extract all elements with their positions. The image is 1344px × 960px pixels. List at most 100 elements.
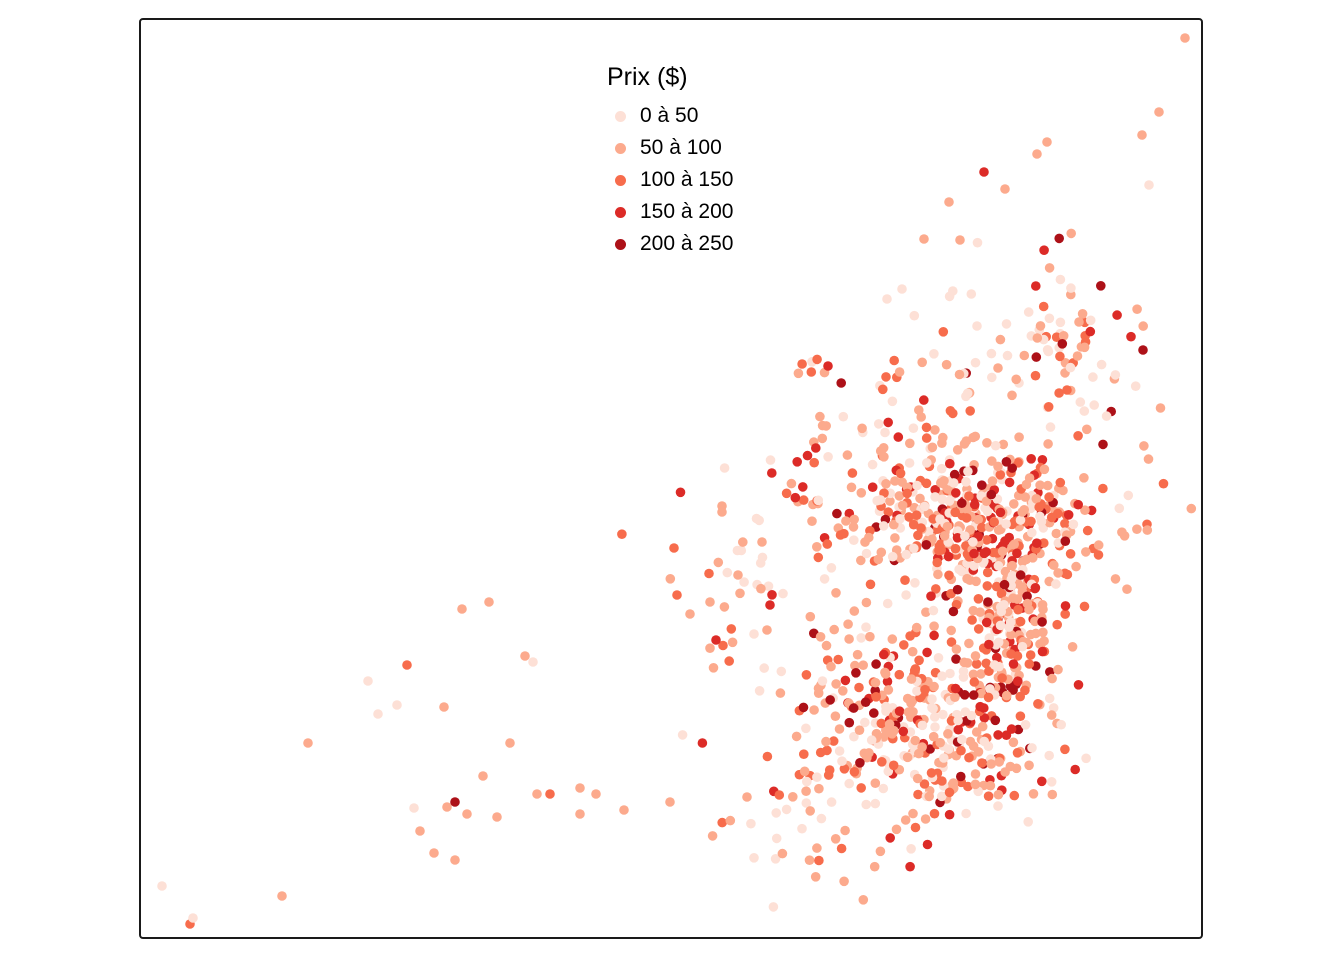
listing-point (790, 492, 801, 503)
listing-point (952, 584, 963, 595)
listing-point (869, 861, 880, 872)
listing-point (971, 659, 982, 669)
listing-point (910, 822, 921, 833)
listing-point (742, 792, 752, 802)
listing-point (912, 480, 922, 491)
listing-point (725, 815, 736, 826)
listing-point (942, 521, 953, 532)
listing-point (1025, 650, 1036, 660)
listing-point (852, 649, 863, 660)
listing-point (738, 537, 748, 547)
listing-point (1063, 510, 1074, 520)
listing-point (799, 749, 809, 759)
listing-point (1062, 569, 1073, 580)
legend-item: 150 à 200 (607, 196, 733, 228)
listing-point (726, 624, 737, 634)
listing-point (1019, 350, 1030, 361)
listing-point (937, 776, 947, 786)
listing-point (901, 549, 911, 560)
listing-point (1043, 402, 1054, 412)
listing-point (945, 458, 955, 469)
listing-point (798, 495, 809, 505)
listing-point (1048, 703, 1059, 713)
listing-point (943, 729, 953, 739)
listing-point (952, 445, 963, 455)
listing-point (1001, 519, 1011, 529)
listing-point (921, 422, 932, 433)
listing-point (885, 833, 895, 843)
listing-point (957, 498, 967, 509)
listing-point (767, 590, 777, 600)
listing-point (798, 702, 809, 713)
listing-point (993, 789, 1004, 800)
listing-point (948, 408, 958, 419)
listing-point (763, 581, 774, 591)
listing-point (939, 476, 949, 486)
listing-point (989, 660, 1000, 670)
listing-point (909, 665, 920, 676)
listing-point (1031, 281, 1041, 291)
listing-point (966, 710, 977, 721)
listing-point (941, 359, 952, 370)
listing-point (821, 421, 831, 431)
listing-point (981, 617, 992, 628)
listing-point (887, 634, 898, 644)
listing-point (1023, 817, 1033, 827)
listing-point (975, 607, 985, 617)
listing-point (995, 470, 1006, 480)
legend-item: 0 à 50 (607, 100, 733, 132)
listing-point (1004, 622, 1014, 632)
listing-point (812, 843, 822, 853)
listing-point (935, 737, 945, 748)
listing-point (1022, 598, 1033, 609)
listing-point (954, 369, 965, 380)
listing-point (1065, 362, 1076, 373)
listing-point (888, 760, 899, 771)
listing-point (995, 620, 1006, 631)
listing-point (962, 388, 973, 399)
listing-point (814, 855, 824, 866)
listing-point (797, 823, 807, 834)
listing-point (1012, 594, 1023, 604)
listing-point (952, 526, 963, 536)
listing-point (429, 848, 439, 858)
listing-point (997, 673, 1007, 683)
listing-point (735, 588, 745, 599)
listing-point (919, 395, 929, 405)
listing-point (1068, 519, 1079, 530)
listing-point (781, 488, 792, 499)
listing-point (812, 542, 822, 552)
listing-point (970, 769, 981, 779)
listing-point (982, 581, 993, 591)
listing-point (1001, 457, 1012, 467)
listing-point (749, 853, 759, 863)
listing-point (1009, 539, 1019, 550)
listing-point (746, 818, 756, 829)
listing-point (822, 539, 833, 549)
listing-point (1031, 628, 1041, 639)
listing-point (188, 913, 198, 923)
listing-point (917, 357, 927, 368)
listing-point (824, 765, 835, 775)
listing-point (995, 334, 1006, 345)
listing-point (883, 507, 894, 517)
listing-point (914, 655, 924, 666)
listing-point (897, 284, 907, 294)
listing-point (711, 635, 721, 645)
listing-point (1007, 463, 1017, 473)
listing-point (875, 846, 886, 857)
listing-point (1098, 439, 1108, 450)
listing-point (797, 359, 807, 369)
listing-point (819, 574, 830, 584)
listing-point (1093, 540, 1104, 550)
listing-point (828, 736, 839, 746)
listing-point (1047, 789, 1058, 800)
listing-point (825, 695, 835, 705)
listing-point (979, 548, 989, 559)
listing-point (762, 751, 773, 762)
listing-point (685, 609, 695, 619)
listing-point (915, 493, 925, 504)
listing-point (1046, 777, 1057, 787)
listing-point (1017, 556, 1028, 567)
listing-point (1110, 574, 1121, 584)
